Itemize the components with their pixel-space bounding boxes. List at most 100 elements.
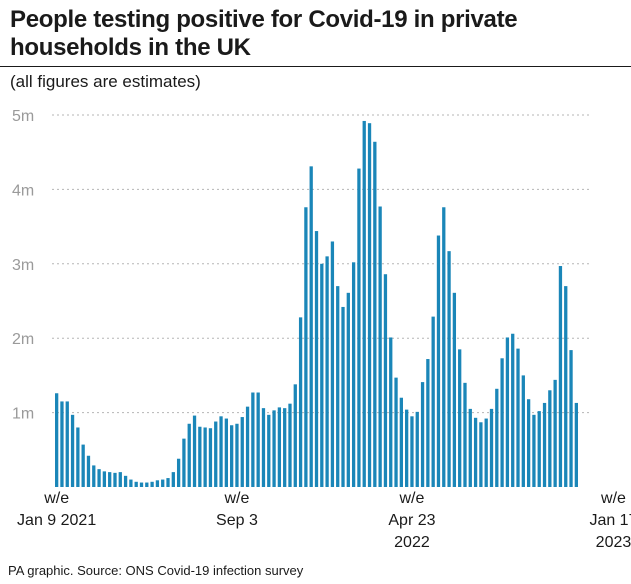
bar <box>256 392 260 487</box>
bar <box>192 415 197 487</box>
bar <box>214 421 218 487</box>
x-tick-label: Jan 9 2021 <box>17 512 96 529</box>
bar-chart: 1m 2m 3m 4m 5m w/e Jan 9 2021 w/e Sep 3 w/e Apr 2… <box>12 108 631 551</box>
bar <box>176 458 181 487</box>
bar <box>420 382 425 487</box>
bar <box>548 390 552 487</box>
bar <box>463 382 467 487</box>
bar <box>473 417 478 487</box>
chart-title: People testing positive for Covid-19 in … <box>10 6 518 61</box>
bar <box>351 262 356 487</box>
bar <box>458 349 462 487</box>
bar <box>155 480 160 487</box>
x-tick-label: w/e <box>43 490 69 507</box>
bar <box>341 306 345 487</box>
bar <box>304 207 308 487</box>
bar <box>500 358 504 487</box>
bar <box>489 408 494 487</box>
y-tick-label: 5m <box>12 108 34 125</box>
bar <box>394 377 398 487</box>
bar <box>187 423 191 487</box>
x-tick-label: w/e <box>600 490 626 507</box>
y-tick-label: 1m <box>12 406 34 423</box>
bar <box>569 350 573 487</box>
y-tick-label: 2m <box>12 331 34 348</box>
bar <box>182 438 186 487</box>
bar <box>442 207 446 487</box>
bar <box>405 409 409 487</box>
bar <box>389 337 393 487</box>
bar <box>171 472 175 487</box>
title-divider <box>0 66 631 67</box>
bar <box>245 406 250 487</box>
bar <box>314 231 319 487</box>
chart-subtitle: (all figures are estimates) <box>10 72 201 91</box>
bar <box>86 455 91 487</box>
source-note: PA graphic. Source: ONS Covid-19 infecti… <box>8 563 304 578</box>
x-tick-label: w/e <box>398 490 424 507</box>
bar <box>415 411 419 487</box>
bar <box>505 337 510 487</box>
bar <box>367 123 372 488</box>
bar <box>230 425 234 487</box>
bar <box>203 427 207 487</box>
bar <box>436 235 441 487</box>
bar <box>564 286 568 487</box>
bar <box>251 392 255 487</box>
bar <box>426 359 430 487</box>
bar <box>261 408 266 487</box>
bar <box>219 416 223 487</box>
bar <box>65 401 69 487</box>
bar <box>166 478 170 487</box>
bar <box>373 141 377 487</box>
bar <box>537 411 541 487</box>
bar <box>118 472 122 487</box>
bar <box>129 479 133 487</box>
x-tick-label: 2023 <box>596 534 631 551</box>
bar <box>336 286 340 487</box>
bar <box>55 393 59 487</box>
bar <box>320 263 324 487</box>
bar <box>81 444 85 487</box>
x-tick-label: Jan 17 <box>589 512 631 529</box>
bar <box>542 402 547 487</box>
bar <box>468 408 472 487</box>
x-tick-label: Sep 3 <box>216 512 258 529</box>
bar <box>516 348 520 487</box>
bar <box>283 408 287 487</box>
bar <box>235 423 239 487</box>
bar <box>330 241 335 487</box>
bar <box>97 469 101 487</box>
bar <box>399 397 403 487</box>
bar <box>479 422 483 487</box>
bar <box>362 120 366 487</box>
bar <box>145 482 149 487</box>
bar <box>378 206 382 487</box>
x-tick-label: w/e <box>223 490 249 507</box>
bar <box>521 375 525 487</box>
bar <box>224 418 228 487</box>
bar <box>70 414 75 487</box>
bar <box>108 472 112 487</box>
bar <box>134 481 138 487</box>
bar <box>325 256 329 487</box>
y-tick-label: 3m <box>12 257 34 274</box>
bar <box>574 402 578 487</box>
bar <box>92 465 96 487</box>
bar <box>346 292 350 487</box>
x-tick-label: 2022 <box>394 534 430 551</box>
bar <box>558 266 563 487</box>
bar <box>526 399 531 487</box>
bar <box>495 388 499 487</box>
bar <box>150 481 154 487</box>
y-tick-label: 4m <box>12 182 34 199</box>
x-tick-label: Apr 23 <box>388 512 435 529</box>
bar <box>511 333 515 487</box>
bar <box>60 401 64 487</box>
bar <box>113 472 117 487</box>
bar <box>431 316 435 487</box>
bar <box>267 414 271 487</box>
bars <box>55 120 578 488</box>
bar <box>272 410 276 487</box>
bar <box>553 379 557 487</box>
